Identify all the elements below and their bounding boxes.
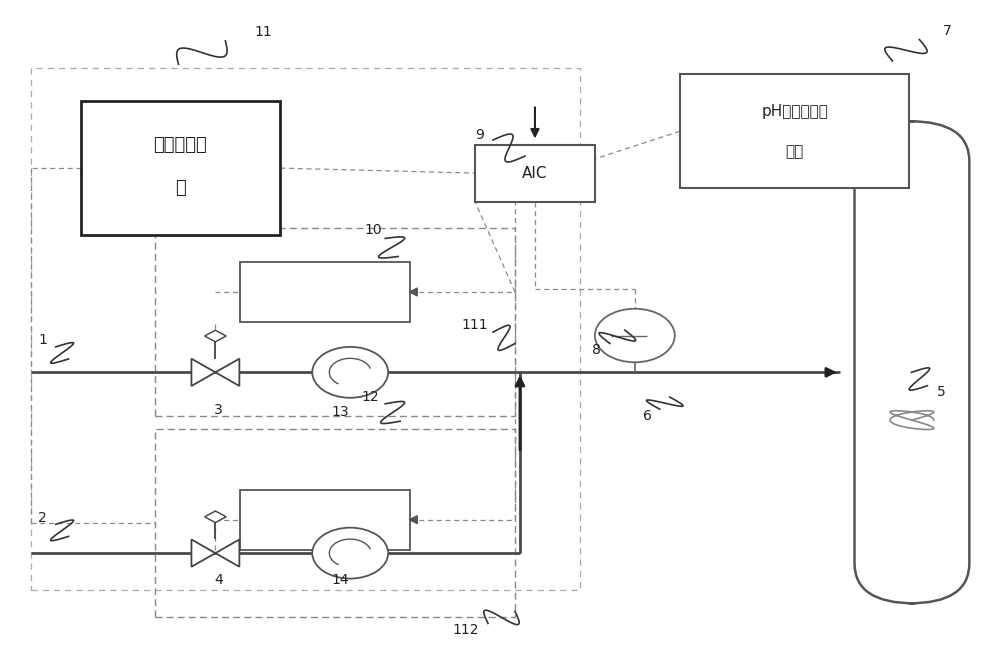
Circle shape	[312, 527, 388, 578]
Bar	[31, 68, 580, 590]
Text: 器: 器	[175, 179, 186, 197]
Circle shape	[312, 347, 388, 398]
Polygon shape	[191, 359, 215, 386]
Text: 4: 4	[214, 573, 223, 587]
Polygon shape	[191, 539, 215, 567]
Bar	[240, 262, 410, 322]
Circle shape	[595, 309, 675, 362]
Text: 13: 13	[331, 405, 349, 419]
Text: 8: 8	[592, 344, 601, 357]
Text: 9: 9	[476, 127, 484, 142]
Text: 12: 12	[361, 390, 379, 404]
Bar	[155, 228, 515, 416]
Polygon shape	[215, 539, 239, 567]
Bar	[81, 101, 280, 235]
Text: 10: 10	[364, 223, 382, 237]
Text: 112: 112	[453, 623, 479, 637]
Text: AIC: AIC	[522, 166, 548, 180]
Text: 7: 7	[943, 24, 952, 38]
FancyBboxPatch shape	[855, 121, 969, 603]
Text: 6: 6	[643, 409, 652, 423]
Bar	[475, 145, 595, 201]
Text: 1: 1	[38, 333, 47, 347]
Polygon shape	[215, 359, 239, 386]
Text: pH值目标设定: pH值目标设定	[761, 104, 828, 119]
Polygon shape	[205, 330, 226, 342]
Text: 比值控制器: 比值控制器	[154, 136, 207, 154]
Bar	[240, 490, 410, 550]
Text: 3: 3	[214, 403, 223, 417]
Text: 5: 5	[937, 385, 946, 399]
Text: 模块: 模块	[785, 144, 804, 159]
Polygon shape	[205, 511, 226, 523]
Text: 11: 11	[254, 25, 272, 39]
Text: 111: 111	[462, 319, 488, 332]
Bar	[680, 74, 909, 188]
Text: 2: 2	[38, 511, 47, 525]
Text: 14: 14	[331, 573, 349, 587]
Bar	[155, 429, 515, 617]
